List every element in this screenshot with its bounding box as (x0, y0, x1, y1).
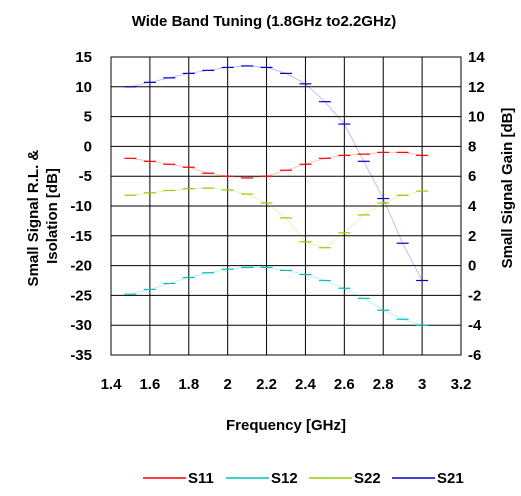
y-right-axis-title: Small Signal Gain [dB] (499, 108, 516, 269)
x-tick-label: 2.4 (295, 376, 317, 393)
x-tick-label: 1.8 (178, 376, 199, 393)
y-right-tick-label: 4 (468, 198, 477, 215)
y-left-tick-label: 15 (75, 49, 92, 66)
chart-title: Wide Band Tuning (1.8GHz to2.2GHz) (132, 13, 397, 30)
series-line-s22 (130, 187, 423, 249)
y-left-tick-label: -10 (70, 198, 92, 215)
series-line-s21 (130, 65, 423, 281)
y-right-tick-label: 8 (468, 138, 476, 155)
y-right-tick-labels: 14 12 10 8 6 4 2 0 -2 -4 -6 (468, 49, 485, 364)
x-tick-label: 1.6 (139, 376, 160, 393)
series-lines (124, 65, 429, 326)
y-right-tick-label: 0 (468, 258, 476, 275)
series-line-s11 (130, 151, 423, 179)
y-right-tick-label: -6 (468, 347, 481, 364)
y-left-axis-title: Small Signal R.L. & Isolation [dB] (25, 146, 61, 287)
y-right-tick-label: 12 (468, 79, 485, 96)
x-tick-label: 3 (418, 376, 426, 393)
y-right-tick-label: -4 (468, 317, 482, 334)
y-left-tick-label: 10 (75, 79, 92, 96)
y-left-tick-label: -15 (70, 228, 92, 245)
y-left-tick-labels: 15 10 5 0 -5 -10 -15 -20 -25 -30 -35 (70, 49, 92, 364)
x-tick-label: 2.8 (373, 376, 394, 393)
y-left-tick-label: -20 (70, 258, 92, 275)
y-left-axis-title-line2: Isolation [dB] (44, 168, 61, 264)
y-left-tick-label: -30 (70, 317, 92, 334)
y-left-tick-label: 5 (84, 109, 92, 126)
legend-label-s11: S11 (188, 470, 214, 487)
x-tick-label: 3.2 (451, 376, 472, 393)
y-right-tick-label: 10 (468, 109, 485, 126)
y-right-tick-label: -2 (468, 287, 481, 304)
grid (110, 56, 462, 356)
legend-label-s21: S21 (437, 470, 464, 487)
x-axis-title: Frequency [GHz] (226, 417, 346, 434)
x-tick-label: 2.6 (334, 376, 355, 393)
series-line-s12 (130, 266, 423, 326)
y-left-tick-label: -25 (70, 287, 92, 304)
x-tick-labels: 1.4 1.6 1.8 2 2.2 2.4 2.6 2.8 3 3.2 (101, 376, 472, 393)
y-left-tick-label: -35 (70, 347, 92, 364)
legend: S11 S12 S22 S21 (143, 470, 464, 487)
x-tick-label: 2 (223, 376, 231, 393)
plot-frame (110, 56, 462, 356)
y-left-tick-label: -5 (79, 168, 92, 185)
y-right-tick-label: 6 (468, 168, 476, 185)
y-right-tick-label: 2 (468, 228, 476, 245)
y-right-tick-label: 14 (468, 49, 485, 66)
legend-label-s12: S12 (271, 470, 298, 487)
legend-label-s22: S22 (354, 470, 381, 487)
y-left-axis-title-line1: Small Signal R.L. & (25, 150, 42, 287)
x-tick-label: 2.2 (256, 376, 277, 393)
y-left-tick-label: 0 (84, 138, 92, 155)
x-tick-label: 1.4 (101, 376, 123, 393)
